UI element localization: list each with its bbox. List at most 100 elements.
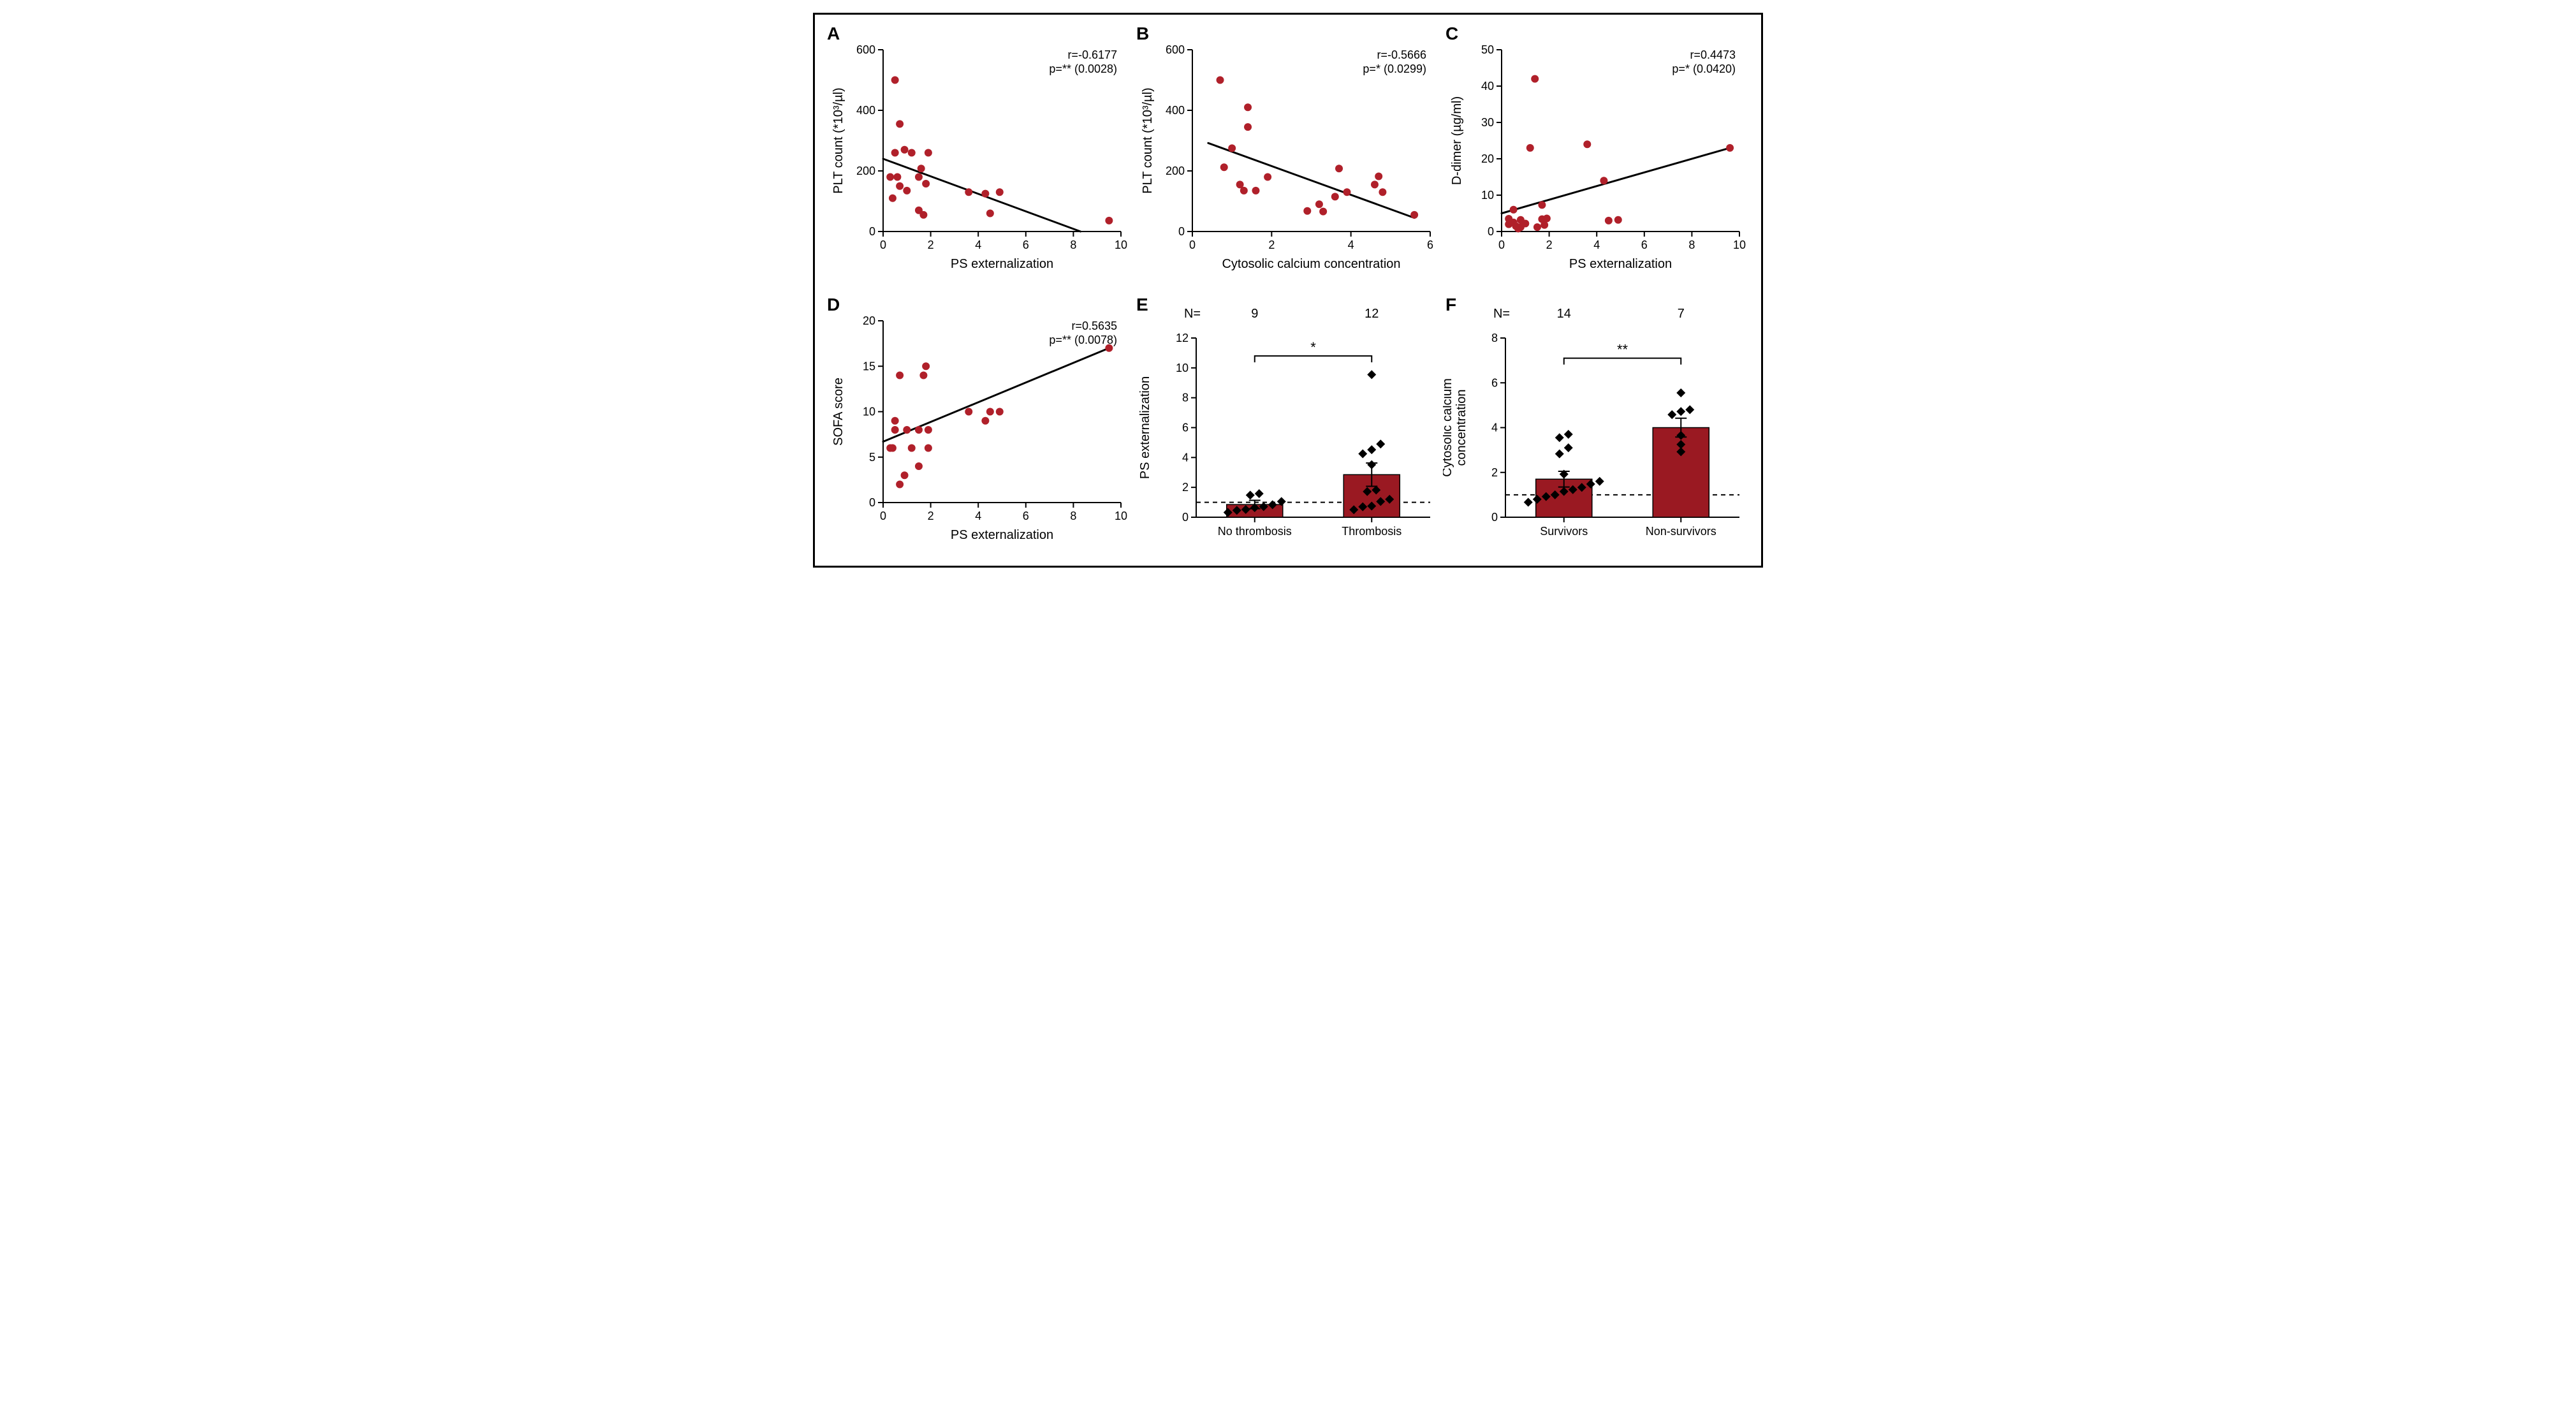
- chart-D: 0 2 4 6 8 10 0 5 10 15 20 PS externalization SOFA sc…: [824, 292, 1134, 557]
- svg-text:9: 9: [1251, 307, 1258, 321]
- svg-text:PS externalization: PS externalization: [951, 257, 1053, 271]
- svg-text:6: 6: [1427, 239, 1433, 251]
- panel-label-E: E: [1136, 295, 1148, 315]
- panel-B: B 0 2 4 6 0 200 400 600 Cytosolic calcium concent…: [1134, 21, 1443, 292]
- svg-text:0: 0: [869, 225, 875, 238]
- figure-container: A02468100200400600PS externalizationPLT …: [813, 13, 1763, 568]
- svg-text:8: 8: [1688, 239, 1695, 251]
- svg-text:p=* (0.0299): p=* (0.0299): [1363, 63, 1426, 75]
- svg-text:*: *: [1310, 339, 1316, 355]
- svg-text:0: 0: [1491, 511, 1498, 524]
- svg-text:N=: N=: [1184, 307, 1201, 321]
- svg-text:concentration: concentration: [1454, 389, 1468, 466]
- panel-C: C 0 2 4 6 8 10 0 10 20 30 40 50 PS externalization D-d…: [1443, 21, 1752, 292]
- svg-text:4: 4: [975, 510, 981, 522]
- svg-text:4: 4: [1348, 239, 1354, 251]
- chart-B: 0 2 4 6 0 200 400 600 Cytosolic calcium concentr…: [1134, 21, 1443, 286]
- svg-text:SOFA score: SOFA score: [831, 378, 845, 446]
- svg-text:PLT count (*10³/µl): PLT count (*10³/µl): [831, 87, 845, 193]
- svg-text:Non-survivors: Non-survivors: [1646, 525, 1716, 538]
- svg-text:30: 30: [1481, 116, 1494, 129]
- panel-E: E024681012No thrombosisThrombosisPS exte…: [1134, 292, 1443, 563]
- svg-text:0: 0: [869, 496, 875, 509]
- svg-text:10: 10: [1481, 189, 1494, 202]
- svg-text:600: 600: [856, 43, 875, 56]
- svg-text:6: 6: [1023, 510, 1029, 522]
- svg-text:p=** (0.0078): p=** (0.0078): [1049, 334, 1117, 346]
- chart-E: 024681012No thrombosisThrombosisPS exter…: [1134, 292, 1443, 557]
- svg-text:200: 200: [1166, 165, 1185, 177]
- svg-text:400: 400: [856, 104, 875, 117]
- svg-text:p=** (0.0028): p=** (0.0028): [1049, 63, 1117, 75]
- svg-text:r=-0.6177: r=-0.6177: [1067, 48, 1117, 61]
- svg-text:6: 6: [1023, 239, 1029, 251]
- svg-text:2: 2: [1491, 466, 1498, 478]
- svg-text:4: 4: [1491, 421, 1498, 434]
- svg-text:0: 0: [880, 239, 886, 251]
- panel-A: A 0 2 4 6 8 10 0 200 400 600 PS externalization PLT …: [824, 21, 1134, 292]
- svg-text:0: 0: [880, 510, 886, 522]
- svg-text:200: 200: [856, 165, 875, 177]
- svg-text:2: 2: [928, 239, 934, 251]
- panel-D: D024681005101520PS externalizationSOFA s…: [824, 292, 1134, 563]
- svg-text:0: 0: [1178, 225, 1185, 238]
- svg-text:PS externalization: PS externalization: [951, 528, 1053, 542]
- svg-text:15: 15: [863, 360, 875, 372]
- svg-text:No thrombosis: No thrombosis: [1218, 525, 1292, 538]
- svg-text:20: 20: [1481, 152, 1494, 165]
- svg-text:2: 2: [1268, 239, 1275, 251]
- svg-text:N=: N=: [1493, 307, 1510, 321]
- svg-text:10: 10: [1115, 510, 1127, 522]
- svg-text:10: 10: [1115, 239, 1127, 251]
- svg-text:40: 40: [1481, 80, 1494, 92]
- svg-text:PS externalization: PS externalization: [1569, 257, 1672, 271]
- svg-text:14: 14: [1557, 307, 1571, 321]
- panel-label-A: A: [827, 24, 840, 44]
- svg-text:20: 20: [863, 314, 875, 327]
- svg-text:600: 600: [1166, 43, 1185, 56]
- svg-text:10: 10: [1176, 361, 1189, 374]
- svg-text:0: 0: [1189, 239, 1196, 251]
- svg-text:0: 0: [1498, 239, 1505, 251]
- svg-text:Cytosolic calcium concentratio: Cytosolic calcium concentration: [1222, 257, 1400, 271]
- svg-text:0: 0: [1182, 511, 1189, 524]
- svg-text:PLT count (*10³/µl): PLT count (*10³/µl): [1141, 87, 1155, 193]
- svg-text:5: 5: [869, 450, 875, 463]
- svg-text:6: 6: [1641, 239, 1648, 251]
- svg-text:**: **: [1617, 341, 1628, 357]
- svg-text:8: 8: [1491, 332, 1498, 344]
- svg-text:10: 10: [1733, 239, 1746, 251]
- panels-grid: A02468100200400600PS externalizationPLT …: [824, 21, 1752, 563]
- svg-text:4: 4: [1182, 451, 1189, 464]
- svg-text:4: 4: [1593, 239, 1600, 251]
- svg-text:12: 12: [1176, 332, 1189, 344]
- svg-text:2: 2: [1546, 239, 1553, 251]
- svg-text:2: 2: [928, 510, 934, 522]
- svg-text:50: 50: [1481, 43, 1494, 56]
- svg-text:4: 4: [975, 239, 981, 251]
- svg-text:Survivors: Survivors: [1540, 525, 1588, 538]
- panel-F: F02468SurvivorsNon-survivorsCytosolic ca…: [1443, 292, 1752, 563]
- svg-text:r=0.4473: r=0.4473: [1690, 48, 1736, 61]
- svg-text:r=0.5635: r=0.5635: [1071, 320, 1117, 332]
- svg-text:6: 6: [1182, 421, 1189, 434]
- panel-label-F: F: [1445, 295, 1456, 315]
- svg-text:Thrombosis: Thrombosis: [1342, 525, 1401, 538]
- svg-text:r=-0.5666: r=-0.5666: [1377, 48, 1426, 61]
- panel-label-B: B: [1136, 24, 1149, 44]
- svg-text:8: 8: [1070, 510, 1076, 522]
- svg-text:8: 8: [1182, 391, 1189, 404]
- svg-text:10: 10: [863, 405, 875, 418]
- svg-text:2: 2: [1182, 481, 1189, 494]
- svg-text:400: 400: [1166, 104, 1185, 117]
- chart-A: 0 2 4 6 8 10 0 200 400 600 PS externalization PLT c…: [824, 21, 1134, 286]
- svg-text:12: 12: [1365, 307, 1379, 321]
- svg-text:0: 0: [1488, 225, 1494, 238]
- svg-text:Cytosolic calcium: Cytosolic calcium: [1443, 378, 1454, 476]
- svg-text:D-dimer (µg/ml): D-dimer (µg/ml): [1450, 96, 1464, 185]
- svg-text:7: 7: [1678, 307, 1685, 321]
- chart-F: 02468SurvivorsNon-survivorsCytosolic cal…: [1443, 292, 1752, 557]
- svg-text:8: 8: [1070, 239, 1076, 251]
- panel-label-C: C: [1445, 24, 1458, 44]
- svg-text:p=* (0.0420): p=* (0.0420): [1672, 63, 1736, 75]
